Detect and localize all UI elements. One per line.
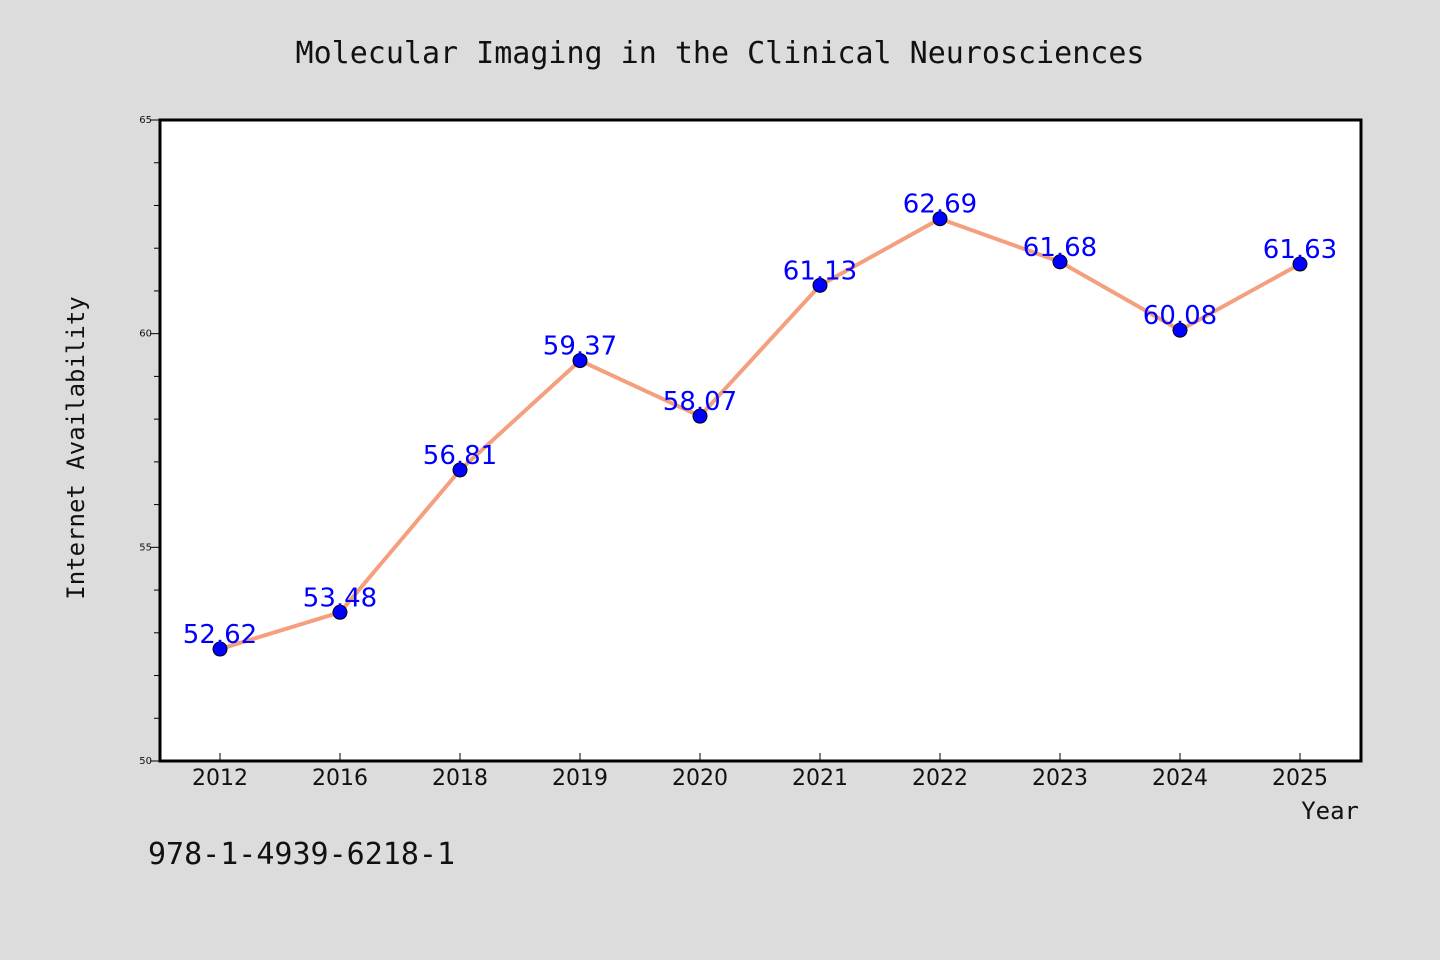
y-tick-label: 50 [139, 756, 152, 767]
data-point [332, 604, 348, 620]
data-point [572, 353, 588, 369]
chart-title: Molecular Imaging in the Clinical Neuros… [296, 36, 1145, 71]
data-point [812, 277, 828, 293]
x-tick-label: 2023 [1032, 766, 1088, 791]
data-point [1292, 256, 1308, 272]
data-point [1172, 322, 1188, 338]
footer-isbn: 978-1-4939-6218-1 [148, 837, 455, 872]
data-label: 52.62 [183, 620, 257, 650]
y-axis-label: Internet Availability [62, 296, 90, 599]
data-point [932, 211, 948, 227]
x-tick-label: 2020 [672, 766, 728, 791]
y-tick-label: 60 [139, 329, 152, 340]
series-internet-availability: 52.62 53.48 56.81 59.37 58.07 61.13 62.69 61.68… [183, 190, 1337, 657]
y-tick-label: 55 [139, 542, 152, 553]
data-point [452, 462, 468, 478]
series-line [219, 216, 1301, 651]
data-label: 58.07 [663, 387, 737, 417]
x-tick-label: 2018 [432, 766, 488, 791]
plot-area [158, 118, 1363, 763]
x-tick-label: 2016 [312, 766, 368, 791]
y-tick-label: 65 [139, 115, 152, 126]
data-point [1052, 254, 1068, 270]
x-tick-label: 2019 [552, 766, 608, 791]
data-label: 61.63 [1263, 235, 1337, 265]
x-tick-label: 2025 [1272, 766, 1328, 791]
x-axis: 2012 2016 2018 2019 2020 2021 2022 2023 2024 2025 [192, 753, 1328, 791]
data-label: 59.37 [543, 332, 617, 362]
data-label: 62.69 [903, 190, 977, 220]
data-label: 60.08 [1143, 301, 1217, 331]
x-tick-label: 2012 [192, 766, 248, 791]
data-label: 61.13 [783, 256, 857, 286]
data-label: 53.48 [303, 583, 377, 613]
x-tick-label: 2022 [912, 766, 968, 791]
data-point [692, 408, 708, 424]
x-axis-label: Year [1301, 797, 1359, 825]
data-label: 61.68 [1023, 233, 1097, 263]
data-point [212, 641, 228, 657]
y-axis: 50 55 60 65 [139, 115, 160, 767]
x-tick-label: 2021 [792, 766, 848, 791]
x-tick-label: 2024 [1152, 766, 1208, 791]
data-label: 56.81 [423, 441, 497, 471]
